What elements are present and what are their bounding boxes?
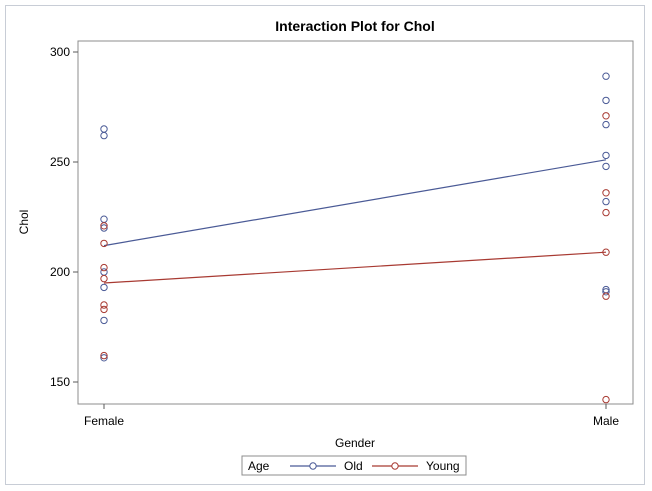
- data-point-old: [100, 224, 108, 232]
- chart-title: Interaction Plot for Chol: [275, 18, 434, 34]
- data-point-young: [602, 189, 610, 197]
- data-point-young: [602, 248, 610, 256]
- legend-title: Age: [248, 459, 270, 473]
- data-point-old: [602, 162, 610, 171]
- y-tick-label: 200: [50, 265, 70, 279]
- legend-box: [241, 455, 467, 476]
- x-axis-label: Gender: [335, 436, 375, 450]
- legend-label-old: Old: [344, 459, 363, 473]
- data-point-old: [100, 125, 108, 133]
- data-point-young: [100, 305, 108, 314]
- data-point-young: [602, 208, 610, 217]
- data-point-old: [100, 283, 108, 292]
- y-tick-label: 300: [50, 45, 70, 59]
- y-tick-label: 150: [50, 375, 70, 389]
- y-axis: 150 200 250 300: [50, 45, 78, 389]
- mean-line-old: [103, 159, 607, 247]
- data-point-young: [100, 222, 108, 230]
- data-point-old: [100, 215, 108, 223]
- data-point-young: [100, 351, 108, 360]
- data-point-old: [602, 96, 610, 105]
- data-point-old: [100, 131, 108, 140]
- data-point-young: [602, 292, 610, 300]
- data-point-old: [100, 354, 108, 362]
- data-point-old: [602, 288, 610, 296]
- chart-frame: [5, 5, 645, 485]
- data-point-old: [602, 120, 610, 129]
- legend-marker-young: [391, 462, 399, 470]
- data-point-young: [100, 263, 108, 272]
- mean-line-young: [103, 251, 607, 284]
- data-point-young: [100, 301, 108, 309]
- legend-label-young: Young: [426, 459, 460, 473]
- data-point-young: [602, 112, 610, 120]
- data-point-old: [602, 197, 610, 206]
- x-tick-label: Male: [593, 414, 619, 428]
- legend: Age Old Young: [241, 455, 467, 476]
- legend-marker-old: [309, 462, 317, 470]
- plot-area: [77, 40, 634, 405]
- series-layer: [100, 72, 610, 404]
- y-axis-label: Chol: [17, 210, 31, 235]
- x-tick-label: Female: [84, 414, 124, 428]
- data-point-old: [100, 316, 108, 325]
- data-point-young: [100, 274, 108, 283]
- data-point-young: [100, 239, 108, 248]
- y-tick-label: 250: [50, 155, 70, 169]
- data-point-young: [602, 395, 610, 404]
- data-point-old: [602, 151, 610, 160]
- x-axis: Female Male: [84, 404, 619, 428]
- data-point-old: [602, 72, 610, 80]
